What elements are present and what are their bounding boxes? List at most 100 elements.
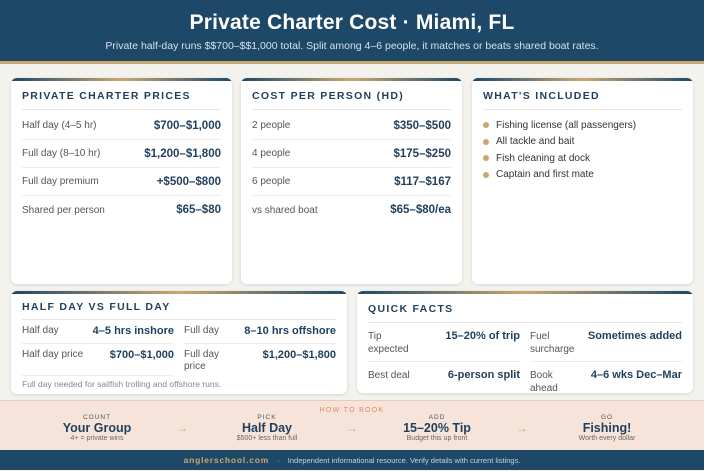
step-sub: 4+ = private wins [70, 435, 124, 442]
cell-label: Best deal [368, 370, 410, 381]
item-text: Fish cleaning at dock [496, 152, 590, 164]
item-text: Fishing license (all passengers) [496, 119, 637, 131]
step-kicker: PICK [257, 414, 277, 421]
cell-value: 4–5 hrs inshore [92, 325, 174, 337]
price-row: Shared per person $65–$80 [22, 196, 221, 224]
brand-link[interactable]: anglerschool.com [183, 455, 270, 465]
row-value: +$500–$800 [156, 175, 221, 188]
page-header: Private Charter Cost · Miami, FL Private… [0, 0, 704, 64]
row-value: $175–$250 [393, 147, 451, 160]
cell-label: Half day price [22, 349, 84, 360]
cell-value: 4–6 wks Dec–Mar [590, 369, 682, 381]
row-value: $65–$80/ea [390, 204, 451, 216]
step-title: 15–20% Tip [403, 421, 471, 435]
card-title: PRIVATE CHARTER PRICES [22, 80, 221, 110]
cell-value: $1,200–$1,800 [262, 349, 336, 361]
cell-value: Sometimes added [587, 330, 682, 342]
card-title: COST PER PERSON (HD) [252, 80, 451, 110]
step-kicker: ADD [428, 414, 446, 421]
footnote: Full day needed for sailfish trolling an… [22, 379, 222, 389]
list-item: Fishing license (all passengers) [483, 117, 682, 134]
step-kicker: GO [600, 414, 614, 421]
compare-cell: Full day 8–10 hrs offshore [184, 320, 336, 344]
row-label: Shared per person [22, 204, 105, 216]
bullet-icon [483, 138, 489, 145]
compare-cell: Half day price $700–$1,000 [22, 344, 174, 376]
page-subtitle: Private half-day runs $$700–$$1,000 tota… [105, 40, 599, 52]
list-item: Captain and first mate [483, 167, 682, 184]
row-label: 2 people [252, 120, 291, 131]
card-title: QUICK FACTS [368, 293, 682, 323]
bullet-icon [483, 122, 489, 129]
cell-label: Book ahead [530, 370, 558, 393]
cost-row: vs shared boat $65–$80/ea [252, 196, 451, 224]
half-vs-full-card: HALF DAY VS FULL DAY Half day 4–5 hrs ins… [11, 291, 347, 394]
row-value: $1,200–$1,800 [144, 147, 221, 160]
whats-included-card: WHAT'S INCLUDED Fishing license (all pas… [472, 78, 693, 284]
cell-value: 8–10 hrs offshore [244, 325, 336, 337]
separator: · [277, 456, 280, 465]
cost-row: 6 people $117–$167 [252, 168, 451, 196]
row-value: $700–$1,000 [153, 119, 221, 132]
step-sub: $500+ less than full [236, 435, 298, 442]
cell-value: 15–20% of trip [445, 330, 520, 342]
card-title: HALF DAY VS FULL DAY [22, 293, 336, 320]
step-title: Fishing! [582, 421, 632, 435]
step-count: COUNT Your Group 4+ = private wins [42, 414, 152, 442]
section-title: HOW TO BOOK [319, 407, 385, 414]
fact-cell: Tip expected 15–20% of trip [368, 323, 520, 362]
arrow-right-icon: → [516, 421, 528, 435]
list-item: Fish cleaning at dock [483, 150, 682, 167]
row-value: $117–$167 [394, 175, 451, 188]
page-footer: anglerschool.com · Independent informati… [0, 450, 704, 470]
row-label: vs shared boat [252, 204, 318, 216]
fact-cell: Book ahead 4–6 wks Dec–Mar [530, 362, 682, 393]
compare-cell: Full day price $1,200–$1,800 [184, 344, 336, 376]
row-label: 4 people [252, 148, 291, 159]
card-title: WHAT'S INCLUDED [483, 80, 682, 110]
cell-value: 6-person split [447, 369, 520, 381]
item-text: Captain and first mate [496, 169, 594, 181]
how-to-book-band: HOW TO BOOK COUNT Your Group 4+ = private … [0, 400, 704, 450]
cost-row: 4 people $175–$250 [252, 140, 451, 168]
row-value: $350–$500 [393, 119, 451, 132]
row-label: Half day (4–5 hr) [22, 120, 97, 131]
cell-label: Full day price [184, 349, 220, 372]
price-row: Full day (8–10 hr) $1,200–$1,800 [22, 140, 221, 168]
row-label: Full day (8–10 hr) [22, 148, 101, 159]
row-value: $65–$80 [176, 204, 221, 216]
compare-cell: Half day 4–5 hrs inshore [22, 320, 174, 344]
cell-label: Fuel surcharge [530, 331, 575, 355]
bullet-icon [483, 171, 489, 178]
fact-cell: Fuel surcharge Sometimes added [530, 323, 682, 362]
cell-label: Half day [22, 325, 59, 336]
row-label: 6 people [252, 176, 291, 187]
step-title: Half Day [241, 421, 293, 435]
step-title: Your Group [62, 421, 132, 435]
quick-facts-card: QUICK FACTS Tip expected 15–20% of trip F… [357, 291, 693, 393]
item-text: All tackle and bait [496, 136, 575, 148]
step-sub: Budget this up front [406, 435, 468, 442]
step-sub: Worth every dollar [578, 435, 636, 442]
cell-value: $700–$1,000 [109, 349, 174, 361]
page-title: Private Charter Cost · Miami, FL [189, 11, 515, 34]
private-charter-prices-card: PRIVATE CHARTER PRICES Half day (4–5 hr)… [11, 78, 232, 284]
cell-label: Full day [184, 325, 220, 336]
price-row: Full day premium +$500–$800 [22, 168, 221, 196]
disclaimer: Independent informational resource. Veri… [287, 456, 521, 465]
cost-per-person-card: COST PER PERSON (HD) 2 people $350–$500 4… [241, 78, 462, 284]
list-item: All tackle and bait [483, 134, 682, 151]
included-list: Fishing license (all passengers) All tac… [483, 110, 682, 183]
fact-cell: Best deal 6-person split [368, 362, 520, 393]
cell-label: Tip expected [368, 331, 409, 355]
arrow-right-icon: → [346, 421, 358, 435]
step-kicker: COUNT [82, 414, 112, 421]
price-row: Half day (4–5 hr) $700–$1,000 [22, 112, 221, 140]
row-label: Full day premium [22, 176, 99, 187]
step-go: GO Fishing! Worth every dollar [552, 414, 662, 442]
cost-row: 2 people $350–$500 [252, 112, 451, 140]
arrow-right-icon: → [176, 421, 188, 435]
step-pick: PICK Half Day $500+ less than full [212, 414, 322, 442]
step-add: ADD 15–20% Tip Budget this up front [382, 414, 492, 442]
bullet-icon [483, 155, 489, 162]
